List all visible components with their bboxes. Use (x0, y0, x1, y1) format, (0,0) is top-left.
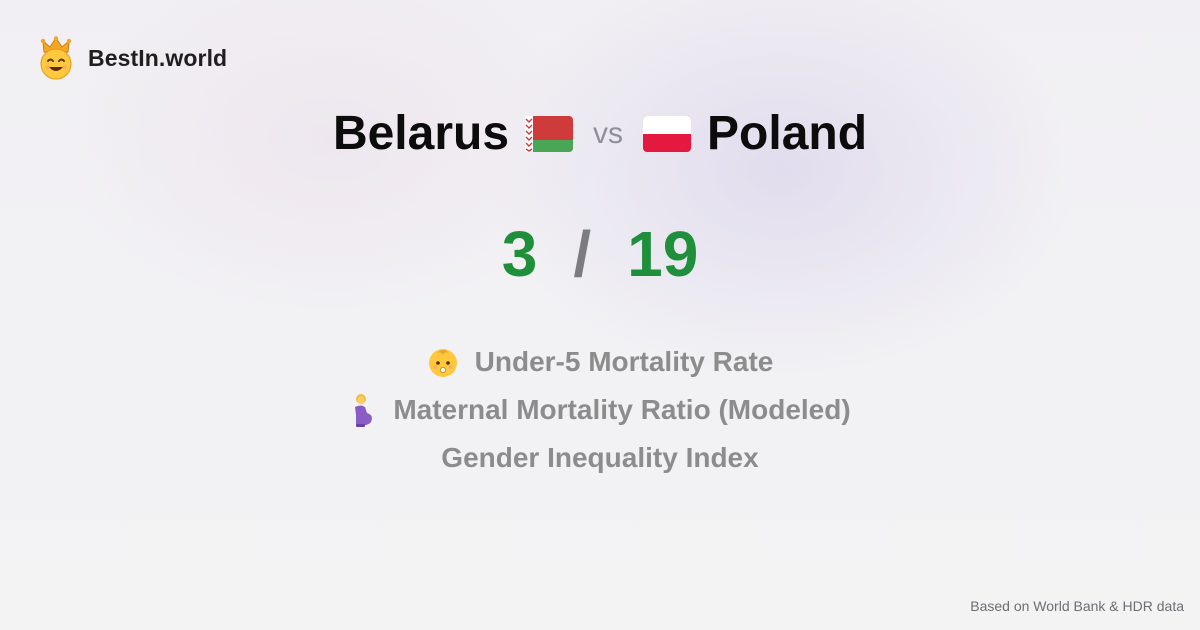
right-score: 19 (627, 218, 699, 290)
metric-item-under-5-mortality: Under-5 Mortality Rate (0, 338, 1200, 386)
left-country: Belarus (332, 107, 510, 160)
vs-label: vs (593, 117, 624, 150)
score: 3 / 19 (0, 222, 1200, 286)
metric-label: Under-5 Mortality Rate (474, 346, 774, 377)
left-score: 3 (501, 218, 538, 290)
crown-smiley-logo-icon (38, 36, 74, 80)
metric-item-maternal-mortality: Maternal Mortality Ratio (Modeled) (0, 386, 1200, 434)
metric-item-gender-inequality: Gender Inequality Index (0, 434, 1200, 482)
baby-icon (427, 346, 459, 378)
brand-name: BestIn.world (88, 44, 228, 71)
belarus-flag-icon (525, 116, 574, 152)
metric-label: Maternal Mortality Ratio (Modeled) (393, 394, 851, 425)
metric-list: Under-5 Mortality Rate Maternal Mortalit… (0, 338, 1200, 482)
metric-label: Gender Inequality Index (441, 442, 759, 473)
score-separator: / (573, 218, 592, 290)
brand[interactable]: BestIn.world (38, 36, 227, 80)
right-country: Poland (707, 107, 868, 160)
data-source-note: Based on World Bank & HDR data (970, 598, 1184, 614)
comparison-title: Belarus vs Poland (0, 110, 1200, 158)
poland-flag-icon (643, 116, 692, 152)
pregnant-woman-icon (349, 393, 377, 427)
